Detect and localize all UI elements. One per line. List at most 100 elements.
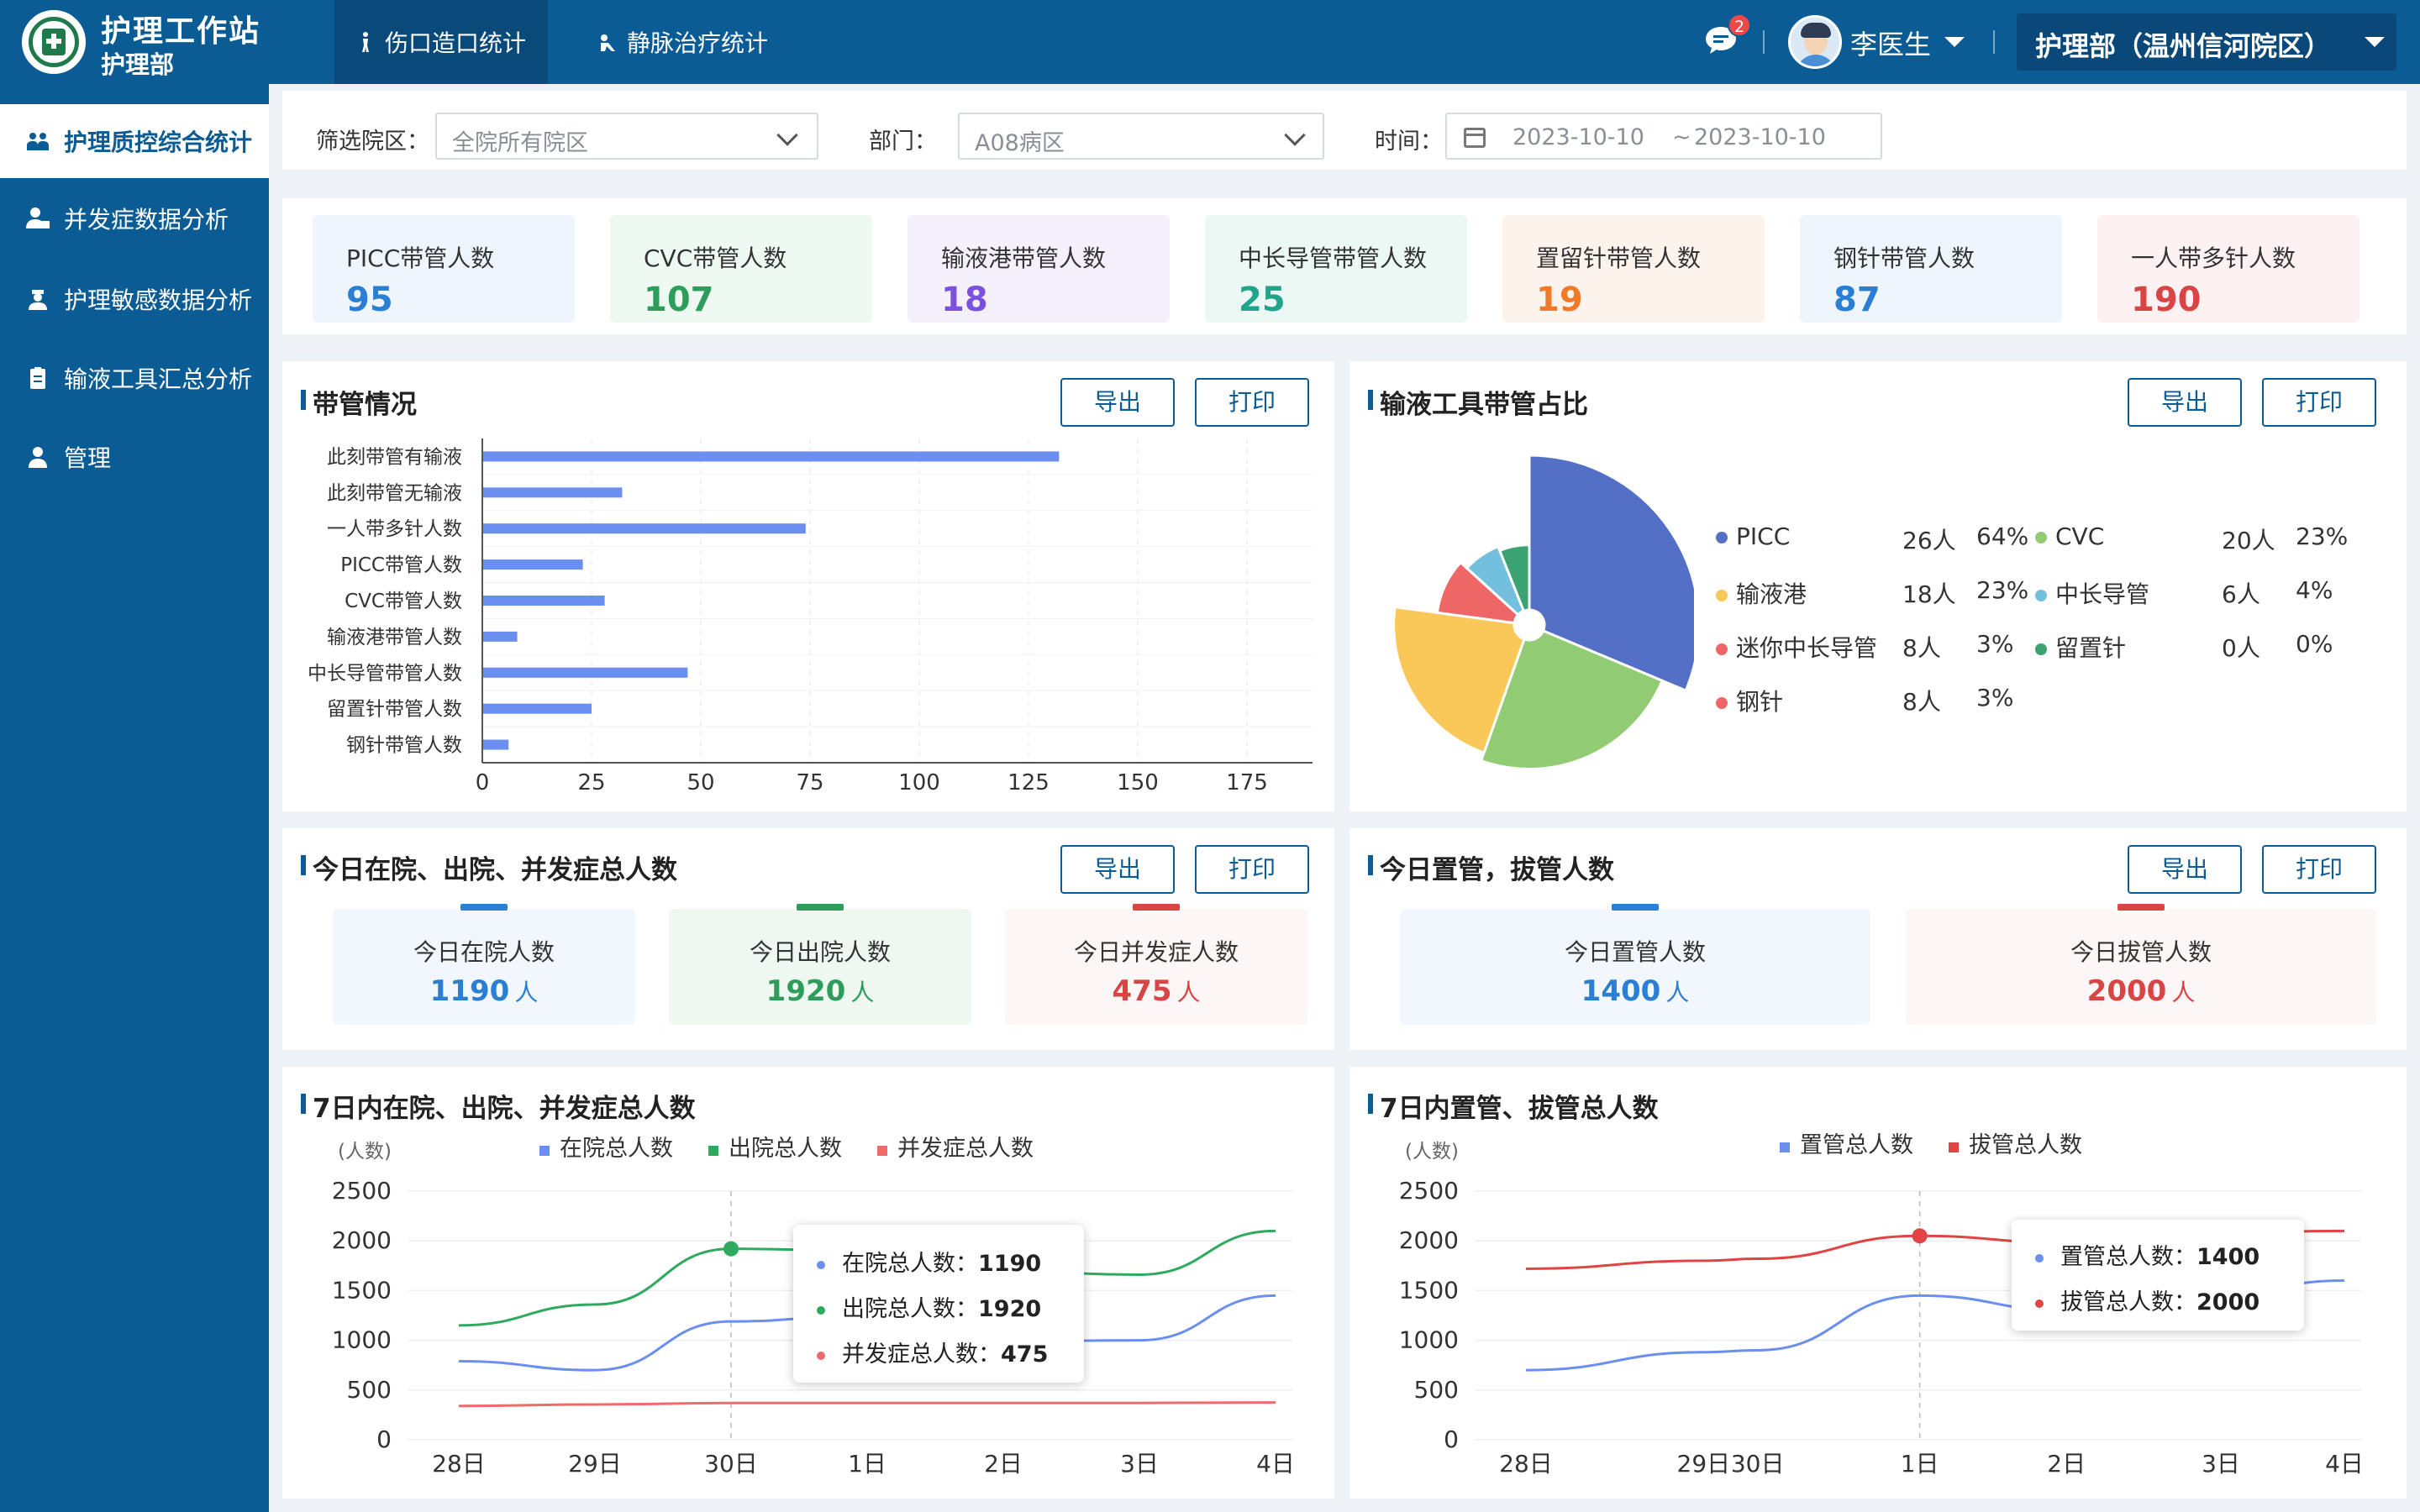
- x-tick-label: 4日: [2325, 1450, 2364, 1478]
- today-remove-card: 今日拔管人数 2000 人: [1906, 904, 2376, 1025]
- card-label: 今日在院人数: [413, 938, 555, 966]
- legend-name: 中长导管: [2055, 580, 2150, 608]
- tooltip-row: 拔管总人数：2000: [2035, 1284, 2260, 1316]
- week-tube-panel: 7日内置管、拔管总人数 (人数) 0 500 1000 1500 2000 2500 28日 2…: [1349, 1067, 2407, 1499]
- dept-select[interactable]: A08病区: [958, 113, 1324, 160]
- y-tick-label: 2000: [332, 1226, 392, 1254]
- x-tick-label: 30日: [1731, 1450, 1785, 1478]
- legend-dot: [2035, 532, 2047, 543]
- y-tick-label: 1000: [1399, 1326, 1459, 1354]
- legend-dot: [817, 1351, 825, 1360]
- stat-value: 107: [644, 281, 714, 319]
- divider: [1993, 30, 1995, 54]
- export-button[interactable]: 导出: [2128, 845, 2242, 894]
- campus-select[interactable]: 全院所有院区: [435, 113, 818, 160]
- tooltip-row: 出院总人数：1920: [817, 1290, 1041, 1323]
- app-title: 护理工作站: [101, 14, 261, 49]
- y-axis-unit: (人数): [1405, 1141, 1459, 1163]
- x-tick-label: 150: [1117, 770, 1159, 795]
- legend-swatch: [708, 1146, 718, 1156]
- avatar[interactable]: [1788, 15, 1842, 69]
- highlight-point: [723, 1241, 739, 1257]
- stat-label: 输液港带管人数: [941, 244, 1107, 272]
- stat-value: 87: [1833, 281, 1881, 319]
- stat-card-indwelling: 置留针带管人数 19: [1502, 215, 1765, 323]
- legend-dot: [817, 1305, 825, 1315]
- legend-dot: [2035, 1253, 2044, 1263]
- bar: [482, 596, 605, 606]
- sidebar-item-quality-stats[interactable]: 护理质控综合统计: [0, 104, 269, 178]
- sidebar-item-management[interactable]: 管理: [0, 420, 269, 494]
- user-name[interactable]: 李医生: [1850, 29, 1932, 60]
- legend-name: PICC: [1736, 522, 1791, 550]
- panel-title: 带管情况: [301, 383, 417, 421]
- sidebar-item-label: 护理质控综合统计: [64, 129, 253, 156]
- legend-count: 0人: [2222, 634, 2260, 662]
- legend-dot: [2035, 1299, 2044, 1308]
- pie-legend-item: 中长导管: [2035, 576, 2149, 610]
- tab-label: 伤口造口统计: [385, 29, 527, 57]
- date-range-picker[interactable]: 2023-10-10 ~ 2023-10-10: [1445, 113, 1882, 160]
- legend-dot: [817, 1260, 825, 1269]
- print-button[interactable]: 打印: [1195, 845, 1309, 894]
- y-tick-label: PICC带管人数: [340, 554, 462, 576]
- dept-value: A08病区: [975, 130, 1065, 156]
- tab-iv-therapy[interactable]: 静脉治疗统计: [576, 0, 790, 84]
- campus-value: 全院所有院区: [452, 130, 588, 156]
- tube-status-panel: 带管情况 导出 打印 0 25 50 75 100 125 150 175 此刻带管有输液 此刻带…: [282, 361, 1334, 811]
- x-tick-label: 100: [898, 770, 940, 795]
- x-tick-label: 4日: [1256, 1450, 1295, 1478]
- card-accent: [1612, 904, 1659, 911]
- sidebar: 护理质控综合统计 并发症数据分析 护理敏感数据分析 输液工具汇总分析 管理: [0, 84, 269, 1512]
- tooltip-value: 475: [1001, 1341, 1049, 1368]
- sidebar-item-label: 护理敏感数据分析: [64, 286, 253, 314]
- pie-slice: [1392, 605, 1526, 755]
- x-tick-label: 2日: [984, 1450, 1023, 1478]
- dept-label: 部门：: [869, 129, 937, 155]
- divider: [1763, 30, 1765, 54]
- line-chart-tube: (人数) 0 500 1000 1500 2000 2500 28日 29日 30日 1日 2日 3日 4…: [1399, 1132, 2364, 1478]
- export-button[interactable]: 导出: [2128, 378, 2242, 427]
- stat-card-picc: PICC带管人数 95: [313, 215, 575, 323]
- print-button[interactable]: 打印: [2262, 378, 2376, 427]
- chevron-down-icon: [1284, 124, 1306, 146]
- message-icon[interactable]: [1704, 25, 1738, 55]
- bar: [482, 523, 806, 534]
- chevron-down-icon: [2365, 37, 2385, 47]
- card-label: 今日出院人数: [749, 938, 891, 966]
- tooltip-label: 出院总人数：: [842, 1296, 978, 1322]
- pie-legend-item: 迷你中长导管: [1716, 630, 1877, 664]
- sidebar-item-sensitive-data[interactable]: 护理敏感数据分析: [0, 262, 269, 336]
- legend-count: 8人: [1902, 688, 1941, 716]
- stat-card-multi-needle: 一人带多针人数 190: [2097, 215, 2360, 323]
- legend-name: 留置针: [2055, 634, 2127, 662]
- pie-legend-item: 输液港: [1716, 576, 1807, 610]
- stat-card-midline: 中长导管带管人数 25: [1205, 215, 1467, 323]
- legend-label: 并发症总人数: [897, 1136, 1034, 1162]
- chevron-down-icon[interactable]: [1944, 37, 1965, 47]
- card-accent: [460, 904, 508, 911]
- today-insert-card: 今日置管人数 1400 人: [1400, 904, 1870, 1025]
- x-tick-label: 50: [687, 770, 714, 795]
- department-name: 护理部（温州信河院区）: [2035, 30, 2332, 62]
- export-button[interactable]: 导出: [1060, 845, 1175, 894]
- export-button[interactable]: 导出: [1060, 378, 1175, 427]
- card-accent: [1133, 904, 1180, 911]
- sidebar-item-label: 输液工具汇总分析: [64, 365, 253, 393]
- legend-percent: 23%: [1976, 576, 2029, 604]
- stat-label: 钢针带管人数: [1833, 244, 1975, 272]
- card-value: 2000: [2086, 974, 2167, 1008]
- pie-legend-item: PICC: [1716, 522, 1790, 550]
- y-tick-label: 2500: [1399, 1177, 1459, 1205]
- tab-wound-ostomy[interactable]: 伤口造口统计: [334, 0, 549, 84]
- card-unit: 人: [2171, 979, 2196, 1006]
- rose-pie-chart: [1392, 454, 1694, 770]
- print-button[interactable]: 打印: [2262, 845, 2376, 894]
- x-tick-label: 3日: [2202, 1450, 2240, 1478]
- sidebar-item-infusion-tools[interactable]: 输液工具汇总分析: [0, 341, 269, 415]
- calendar-icon: [1464, 128, 1486, 148]
- department-selector[interactable]: 护理部（温州信河院区）: [2017, 13, 2396, 71]
- print-button[interactable]: 打印: [1195, 378, 1309, 427]
- sidebar-item-complications[interactable]: 并发症数据分析: [0, 181, 269, 255]
- stat-card-cvc: CVC带管人数 107: [610, 215, 872, 323]
